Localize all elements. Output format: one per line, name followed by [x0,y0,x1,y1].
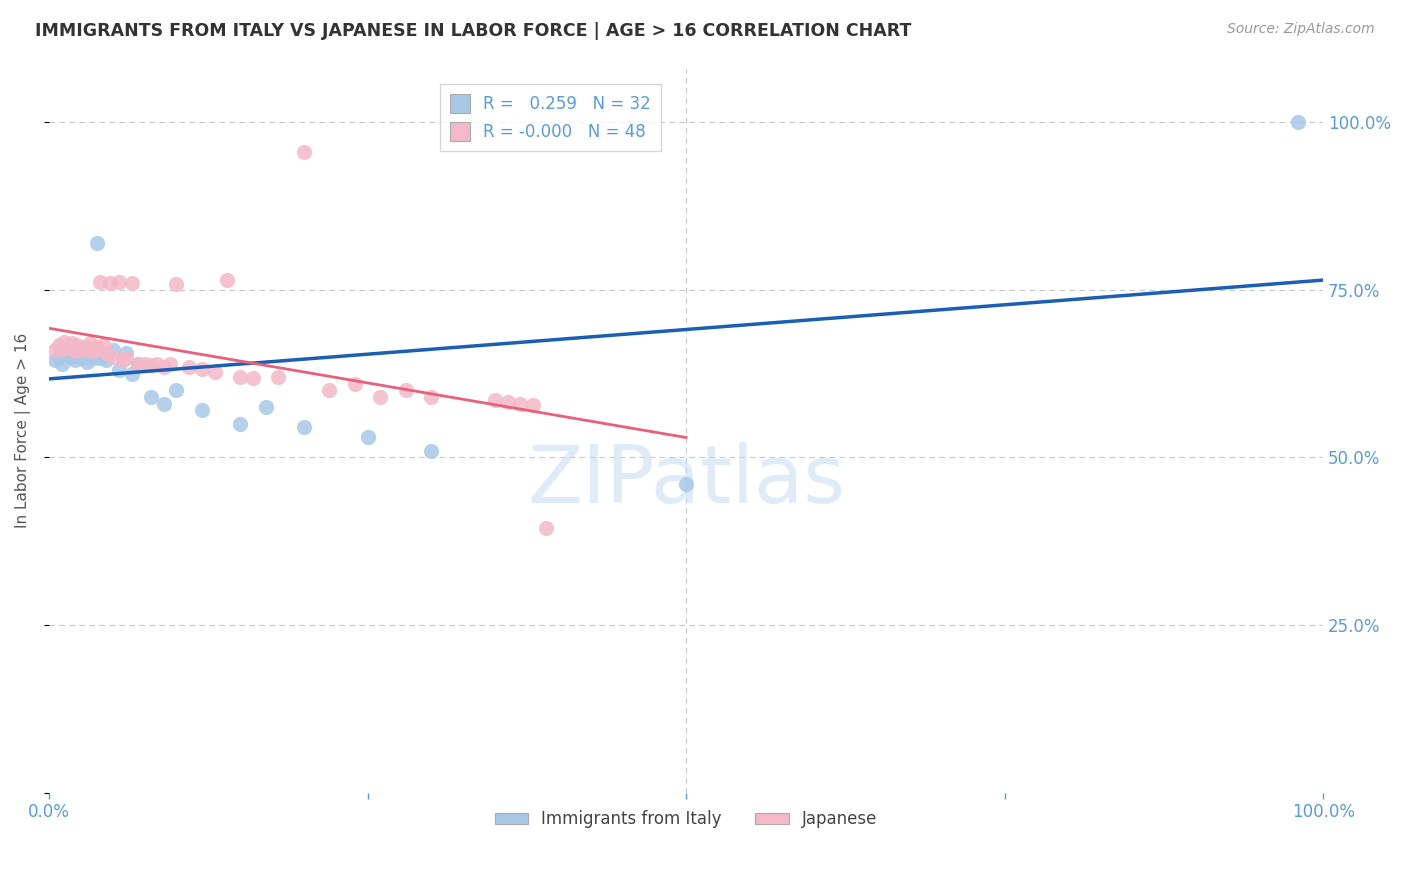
Point [53,334,76,349]
Point [63,344,86,359]
Point [108,363,131,377]
Point [70,351,93,366]
Point [534,521,557,535]
Point [80,343,103,358]
Point [83,344,105,359]
Point [48,350,70,364]
Point [139,358,162,372]
Point [127,357,149,371]
Point [96,353,118,368]
Point [191,403,214,417]
Point [86,340,108,354]
Point [509,397,531,411]
Point [152,397,174,411]
Point [217,273,239,287]
Point [420,443,443,458]
Point [53,346,76,360]
Text: IMMIGRANTS FROM ITALY VS JAPANESE IN LABOR FORCE | AGE > 16 CORRELATION CHART: IMMIGRANTS FROM ITALY VS JAPANESE IN LAB… [35,22,911,40]
Point [204,365,226,379]
Point [89,351,111,366]
Point [48,338,70,352]
Point [76,343,98,358]
Point [86,235,108,250]
Point [292,420,315,434]
Point [108,275,131,289]
Point [101,350,124,364]
Point [484,393,506,408]
Point [79,336,101,351]
Point [114,351,136,366]
Point [496,394,519,409]
Point [166,384,188,398]
Legend: Immigrants from Italy, Japanese: Immigrants from Italy, Japanese [488,804,884,835]
Y-axis label: In Labor Force | Age > 16: In Labor Force | Age > 16 [15,333,31,528]
Point [179,359,201,374]
Point [254,400,277,414]
Point [56,343,79,358]
Point [101,343,124,358]
Point [1286,115,1309,129]
Point [98,276,121,290]
Point [66,338,89,352]
Point [675,477,697,491]
Point [191,362,214,376]
Point [146,357,169,371]
Point [91,338,114,352]
Point [63,353,86,368]
Point [73,340,96,354]
Point [292,145,315,160]
Point [134,357,156,371]
Point [229,370,252,384]
Point [121,276,143,290]
Point [420,390,443,404]
Point [60,336,83,351]
Point [395,384,418,398]
Point [152,359,174,374]
Point [127,357,149,371]
Point [267,370,290,384]
Point [83,351,105,366]
Point [242,371,264,385]
Point [73,350,96,364]
Point [114,346,136,360]
Point [66,346,89,360]
Point [44,343,66,358]
Point [522,398,544,412]
Point [56,340,79,354]
Point [166,277,188,292]
Text: ZIPatlas: ZIPatlas [527,442,845,520]
Point [368,390,391,404]
Point [96,346,118,360]
Point [343,376,366,391]
Point [139,390,162,404]
Point [51,342,73,356]
Point [51,357,73,371]
Point [318,384,340,398]
Point [60,350,83,364]
Point [70,342,93,356]
Point [89,275,111,289]
Point [121,367,143,381]
Point [111,353,134,368]
Point [159,357,181,371]
Text: Source: ZipAtlas.com: Source: ZipAtlas.com [1227,22,1375,37]
Point [229,417,252,431]
Point [44,353,66,368]
Point [356,430,378,444]
Point [76,355,98,369]
